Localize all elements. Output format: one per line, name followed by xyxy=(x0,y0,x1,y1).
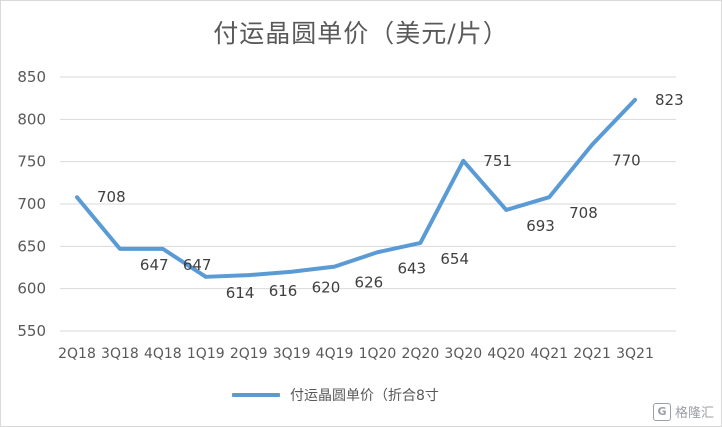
data-labels: 708 647 647 614 616 620 626 643 654 751 693 708 770 8… xyxy=(97,91,684,302)
data-label-1Q20: 643 xyxy=(397,259,426,277)
y-tick-700: 700 xyxy=(17,195,46,213)
x-tick-2Q21: 2Q21 xyxy=(573,346,611,362)
watermark-logo-icon: G xyxy=(652,402,671,421)
watermark-text: 格隆汇 xyxy=(674,406,714,421)
x-tick-2Q20: 2Q20 xyxy=(402,346,440,362)
data-label-2Q20: 654 xyxy=(440,250,469,268)
legend-label: 付运晶圆单价（折合8寸 xyxy=(290,388,439,404)
x-axis-ticks: 2Q18 3Q18 4Q18 1Q19 2Q19 3Q19 4Q19 1Q20 2Q20 3Q20… xyxy=(58,346,654,362)
x-tick-3Q19: 3Q19 xyxy=(273,346,311,362)
data-label-2Q18: 708 xyxy=(97,188,126,206)
x-tick-1Q20: 1Q20 xyxy=(359,346,397,362)
data-label-4Q21: 708 xyxy=(569,204,598,222)
gridlines xyxy=(60,76,676,332)
series-layer xyxy=(75,97,637,279)
data-label-2Q21: 770 xyxy=(612,152,641,170)
x-tick-2Q18: 2Q18 xyxy=(58,346,96,362)
x-tick-4Q18: 4Q18 xyxy=(144,346,182,362)
x-tick-4Q21: 4Q21 xyxy=(530,346,568,362)
data-label-4Q20: 693 xyxy=(526,217,555,235)
y-tick-850: 850 xyxy=(17,68,46,86)
x-tick-3Q18: 3Q18 xyxy=(101,346,139,362)
x-tick-4Q20: 4Q20 xyxy=(487,346,525,362)
data-label-4Q19: 626 xyxy=(355,274,384,292)
y-tick-600: 600 xyxy=(17,280,46,298)
data-label-3Q21: 823 xyxy=(655,91,684,109)
legend: 付运晶圆单价（折合8寸 xyxy=(232,385,439,405)
chart-title: 付运晶圆单价（美元/片） xyxy=(213,19,509,48)
x-tick-2Q19: 2Q19 xyxy=(230,346,268,362)
data-label-3Q20: 751 xyxy=(483,152,512,170)
y-tick-550: 550 xyxy=(17,322,46,340)
x-tick-1Q19: 1Q19 xyxy=(187,346,225,362)
legend-swatch xyxy=(232,393,280,397)
x-tick-4Q19: 4Q19 xyxy=(316,346,354,362)
y-tick-650: 650 xyxy=(17,237,46,255)
y-tick-750: 750 xyxy=(17,153,46,171)
series-line xyxy=(75,97,637,279)
y-axis-ticks: 550 600 650 700 750 800 850 xyxy=(17,68,46,340)
x-tick-3Q20: 3Q20 xyxy=(444,346,482,362)
y-tick-800: 800 xyxy=(17,110,46,128)
data-label-3Q18: 647 xyxy=(140,256,169,274)
data-label-4Q18: 647 xyxy=(183,256,212,274)
x-tick-3Q21: 3Q21 xyxy=(616,346,654,362)
data-label-3Q19: 620 xyxy=(312,279,341,297)
data-label-2Q19: 616 xyxy=(269,282,298,300)
watermark: G 格隆汇 xyxy=(652,402,714,421)
data-label-1Q19: 614 xyxy=(226,284,255,302)
